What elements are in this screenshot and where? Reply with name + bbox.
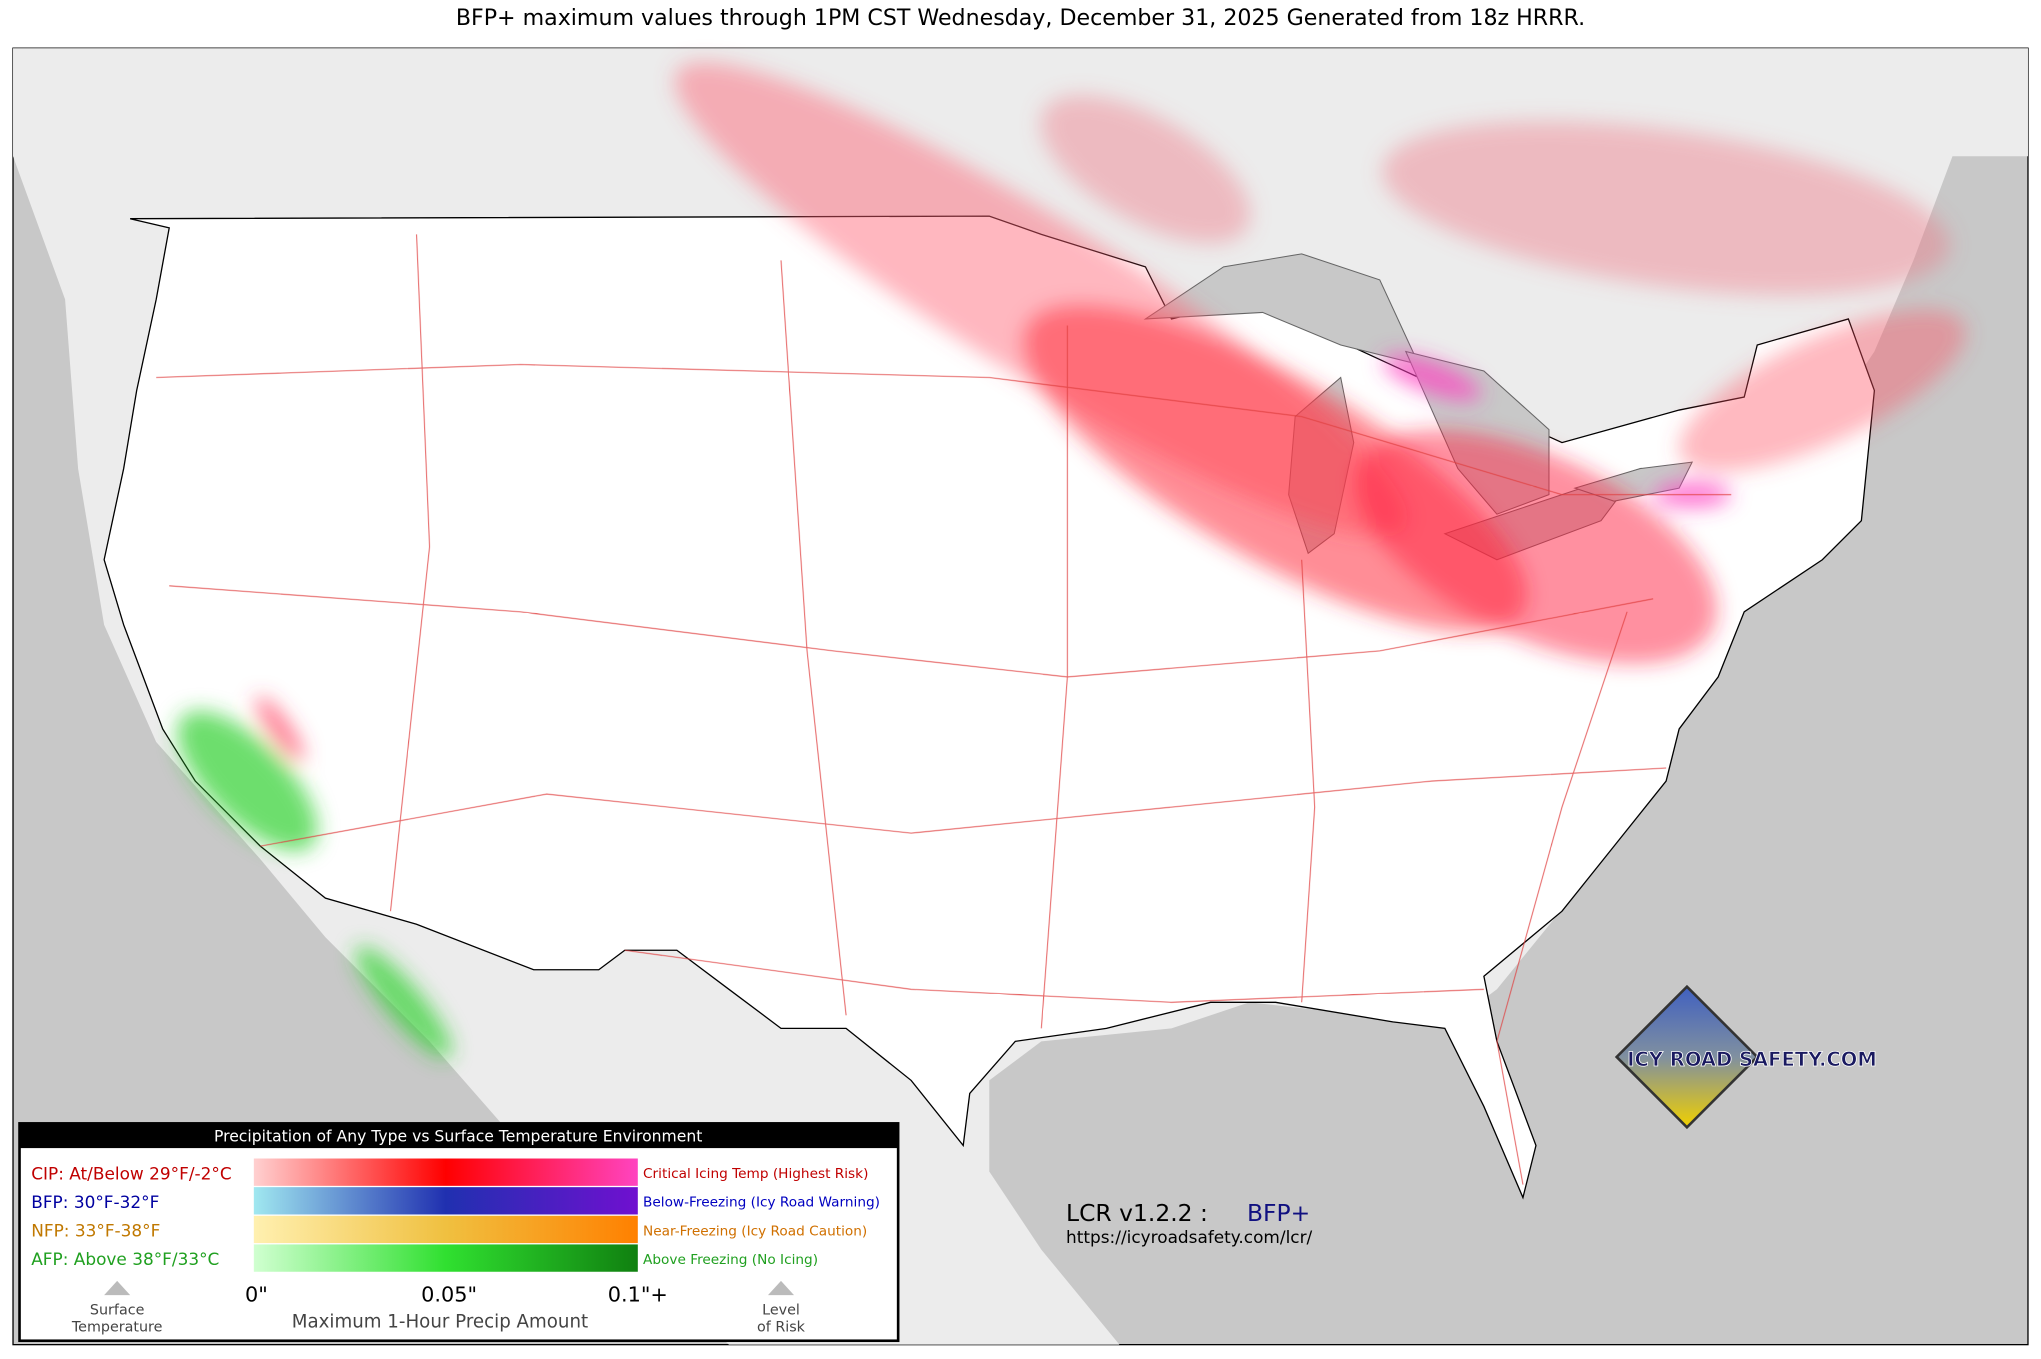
logo-text: ICY ROAD SAFETY.COM <box>1627 1048 1876 1071</box>
right-caption: Level <box>762 1303 800 1319</box>
legend-label: BFP: 30°F-32°F <box>31 1192 159 1212</box>
logo: ICY ROAD SAFETY.COM <box>1614 984 1877 1130</box>
legend-description: Below-Freezing (Icy Road Warning) <box>643 1195 880 1211</box>
legend-header <box>19 1123 899 1149</box>
legend-label: NFP: 33°F-38°F <box>31 1221 160 1241</box>
legend-gradient <box>253 1244 638 1272</box>
map <box>12 47 2029 1346</box>
legend-label: CIP: At/Below 29°F/-2°C <box>31 1163 231 1183</box>
version-label: LCR v1.2.2 : <box>1066 1199 1208 1227</box>
legend-gradient <box>253 1187 638 1215</box>
legend-description: Above Freezing (No Icing) <box>643 1252 818 1268</box>
legend-tick: 0" <box>245 1283 268 1307</box>
version-product: BFP+ <box>1247 1199 1310 1227</box>
legend-tick: 0.1"+ <box>608 1283 668 1307</box>
legend-gradient <box>253 1215 638 1244</box>
legend-gradient <box>253 1158 638 1186</box>
legend-title: Precipitation of Any Type vs Surface Tem… <box>214 1128 702 1146</box>
version-info: LCR v1.2.2 : BFP+ https://icyroadsafety.… <box>1066 1199 1312 1247</box>
version-url: https://icyroadsafety.com/lcr/ <box>1066 1227 1312 1247</box>
left-caption: Temperature <box>71 1320 163 1336</box>
legend-axis-label: Maximum 1-Hour Precip Amount <box>292 1312 588 1333</box>
legend-label: AFP: Above 38°F/33°C <box>31 1249 219 1269</box>
legend-tick: 0.05" <box>421 1283 477 1307</box>
legend-rows: CIP: At/Below 29°F/-2°C Critical Icing Te… <box>31 1158 880 1272</box>
map-title: BFP+ maximum values through 1PM CST Wedn… <box>456 5 1585 31</box>
legend: Precipitation of Any Type vs Surface Tem… <box>18 1122 900 1343</box>
highways <box>156 234 1732 1185</box>
legend-description: Critical Icing Temp (Highest Risk) <box>643 1166 868 1182</box>
right-caption: of Risk <box>757 1320 806 1336</box>
legend-description: Near-Freezing (Icy Road Caution) <box>643 1223 867 1239</box>
left-caption: Surface <box>90 1303 145 1319</box>
precipitation <box>177 62 1966 1059</box>
